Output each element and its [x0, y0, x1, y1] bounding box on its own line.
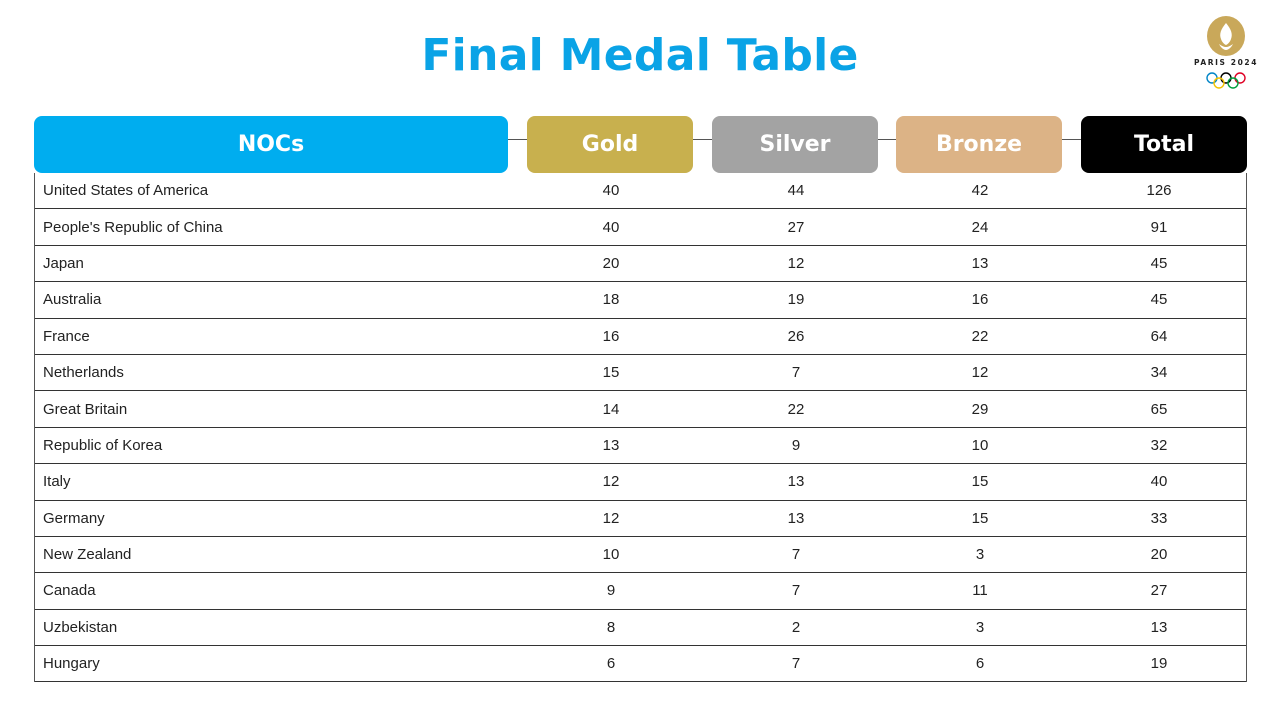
bronze-cell: 15: [971, 509, 989, 527]
bronze-cell: 3: [975, 546, 985, 564]
gold-cell: 20: [602, 254, 620, 272]
bronze-cell: 16: [971, 291, 989, 309]
table-row: Italy 12 13 15 40: [35, 464, 1246, 501]
bronze-cell: 22: [971, 327, 989, 345]
gold-cell: 18: [602, 291, 620, 309]
header-bronze: Bronze: [896, 116, 1062, 173]
silver-cell: 7: [791, 364, 801, 382]
silver-cell: 7: [791, 582, 801, 600]
gold-cell: 15: [602, 364, 620, 382]
total-cell: 65: [1150, 400, 1168, 418]
total-cell: 34: [1150, 364, 1168, 382]
table-row: Republic of Korea 13 9 10 32: [35, 428, 1246, 465]
table-row: Canada 9 7 11 27: [35, 573, 1246, 610]
silver-cell: 22: [787, 400, 805, 418]
table-row: France 16 26 22 64: [35, 319, 1246, 355]
total-cell: 64: [1150, 327, 1168, 345]
noc-cell: Uzbekistan: [43, 618, 118, 636]
noc-cell: Australia: [43, 291, 102, 309]
noc-cell: Japan: [43, 254, 84, 272]
total-cell: 20: [1150, 546, 1168, 564]
gold-cell: 12: [602, 509, 620, 527]
table-body: United States of America 40 44 42 126 People'…: [34, 173, 1247, 683]
total-cell: 13: [1150, 618, 1168, 636]
silver-cell: 7: [791, 546, 801, 564]
total-cell: 33: [1150, 509, 1168, 527]
gold-cell: 14: [602, 400, 620, 418]
gold-cell: 16: [602, 327, 620, 345]
gold-cell: 6: [606, 655, 616, 673]
silver-cell: 13: [787, 509, 805, 527]
noc-cell: New Zealand: [43, 546, 132, 564]
bronze-cell: 11: [972, 582, 988, 600]
total-cell: 40: [1150, 473, 1168, 491]
page-title: Final Medal Table: [421, 30, 859, 81]
olympic-rings-icon: [1206, 72, 1246, 89]
silver-cell: 7: [791, 655, 801, 673]
total-cell: 126: [1146, 182, 1172, 200]
flame-logo-icon: [1207, 16, 1245, 56]
noc-cell: Germany: [43, 509, 105, 527]
gold-cell: 10: [602, 546, 620, 564]
bronze-cell: 13: [971, 254, 989, 272]
table-row: Australia 18 19 16 45: [35, 282, 1246, 319]
bronze-cell: 12: [971, 364, 989, 382]
gold-cell: 13: [602, 436, 620, 454]
silver-cell: 26: [787, 327, 805, 345]
bronze-cell: 10: [971, 436, 989, 454]
silver-cell: 12: [787, 254, 805, 272]
table-row: Germany 12 13 15 33: [35, 501, 1246, 537]
total-cell: 91: [1150, 218, 1168, 236]
table-header: NOCs Gold Silver Bronze Total: [34, 116, 1247, 173]
noc-cell: Great Britain: [43, 400, 128, 418]
header-gold: Gold: [527, 116, 693, 173]
gold-cell: 9: [606, 582, 616, 600]
medal-table: NOCs Gold Silver Bronze Total United Sta…: [34, 116, 1247, 683]
noc-cell: United States of America: [43, 182, 209, 200]
table-row: People's Republic of China 40 27 24 91: [35, 209, 1246, 246]
total-cell: 27: [1150, 582, 1168, 600]
bronze-cell: 24: [971, 218, 989, 236]
header-silver: Silver: [712, 116, 878, 173]
silver-cell: 13: [787, 473, 805, 491]
gold-cell: 40: [602, 182, 620, 200]
gold-cell: 12: [602, 473, 620, 491]
table-row: Uzbekistan 8 2 3 13: [35, 610, 1246, 647]
silver-cell: 44: [787, 182, 805, 200]
bronze-cell: 29: [971, 400, 989, 418]
gold-cell: 40: [602, 218, 620, 236]
table-row: Hungary 6 7 6 19: [35, 646, 1246, 683]
logo-text: PARIS 2024: [1193, 58, 1259, 67]
bronze-cell: 15: [971, 473, 989, 491]
gold-cell: 8: [606, 618, 616, 636]
noc-cell: Canada: [43, 582, 96, 600]
noc-cell: Italy: [43, 473, 71, 491]
bronze-cell: 3: [975, 618, 985, 636]
noc-cell: People's Republic of China: [43, 218, 223, 236]
noc-cell: Hungary: [43, 655, 100, 673]
paris-2024-logo: PARIS 2024: [1190, 14, 1262, 92]
table-row: Great Britain 14 22 29 65: [35, 391, 1246, 428]
noc-cell: Netherlands: [43, 364, 124, 382]
bronze-cell: 42: [971, 182, 989, 200]
noc-cell: Republic of Korea: [43, 436, 163, 454]
silver-cell: 27: [787, 218, 805, 236]
header-total: Total: [1081, 116, 1247, 173]
noc-cell: France: [43, 327, 90, 345]
bronze-cell: 6: [975, 655, 985, 673]
table-row: New Zealand 10 7 3 20: [35, 537, 1246, 574]
header-nocs: NOCs: [34, 116, 508, 173]
total-cell: 32: [1150, 436, 1168, 454]
silver-cell: 19: [787, 291, 805, 309]
total-cell: 45: [1150, 291, 1168, 309]
total-cell: 19: [1150, 655, 1168, 673]
table-row: Netherlands 15 7 12 34: [35, 355, 1246, 392]
table-row: Japan 20 12 13 45: [35, 246, 1246, 283]
silver-cell: 9: [791, 436, 801, 454]
table-row: United States of America 40 44 42 126: [35, 173, 1246, 210]
silver-cell: 2: [791, 618, 801, 636]
total-cell: 45: [1150, 254, 1168, 272]
